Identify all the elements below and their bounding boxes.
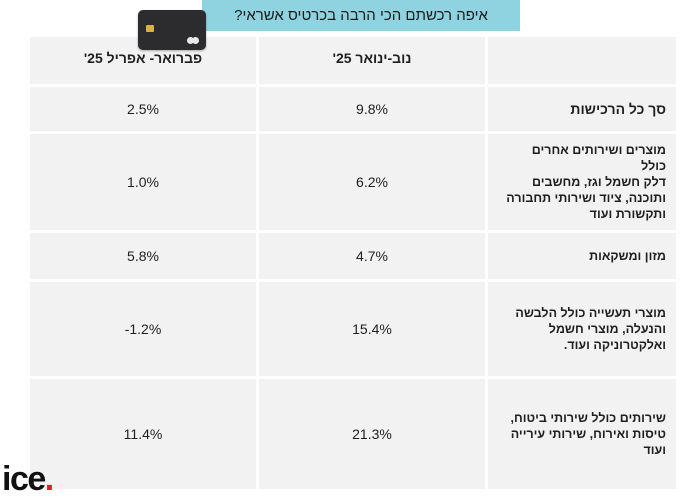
header-category [488,37,676,84]
comparison-table: פברואר- אפריל 25' נוב-ינואר 25' 2.5% 9.8… [30,37,676,491]
table-cell-feb-apr: 11.4% [30,379,256,489]
table-cell-feb-apr: 1.0% [30,134,256,230]
card-chip [146,25,154,32]
row-label-total-purchases: סך כל הרכישות [488,87,676,131]
table-cell-nov-jan: 6.2% [259,134,485,230]
ice-logo: ice. [2,460,54,498]
table-cell-nov-jan: 21.3% [259,379,485,489]
credit-card-icon [138,10,206,50]
row-label-other-products-services: מוצרים ושירותים אחרים כולל דלק חשמל וגז,… [488,134,676,230]
header-nov-jan: נוב-ינואר 25' [259,37,485,84]
row-label-food-beverages: מזון ומשקאות [488,233,676,279]
table-cell-nov-jan: 4.7% [259,233,485,279]
table-cell-nov-jan: 15.4% [259,282,485,376]
table-cell-feb-apr: 2.5% [30,87,256,131]
table-cell-nov-jan: 9.8% [259,87,485,131]
row-label-industrial-products: מוצרי תעשייה כולל הלבשה והנעלה, מוצרי חש… [488,282,676,376]
row-label-services: שירותים כולל שירותי ביטוח, טיסות ואירוח,… [488,379,676,489]
table-cell-feb-apr: 5.8% [30,233,256,279]
table-cell-feb-apr: -1.2% [30,282,256,376]
page-title: איפה רכשתם הכי הרבה בכרטיס אשראי? [202,0,520,31]
